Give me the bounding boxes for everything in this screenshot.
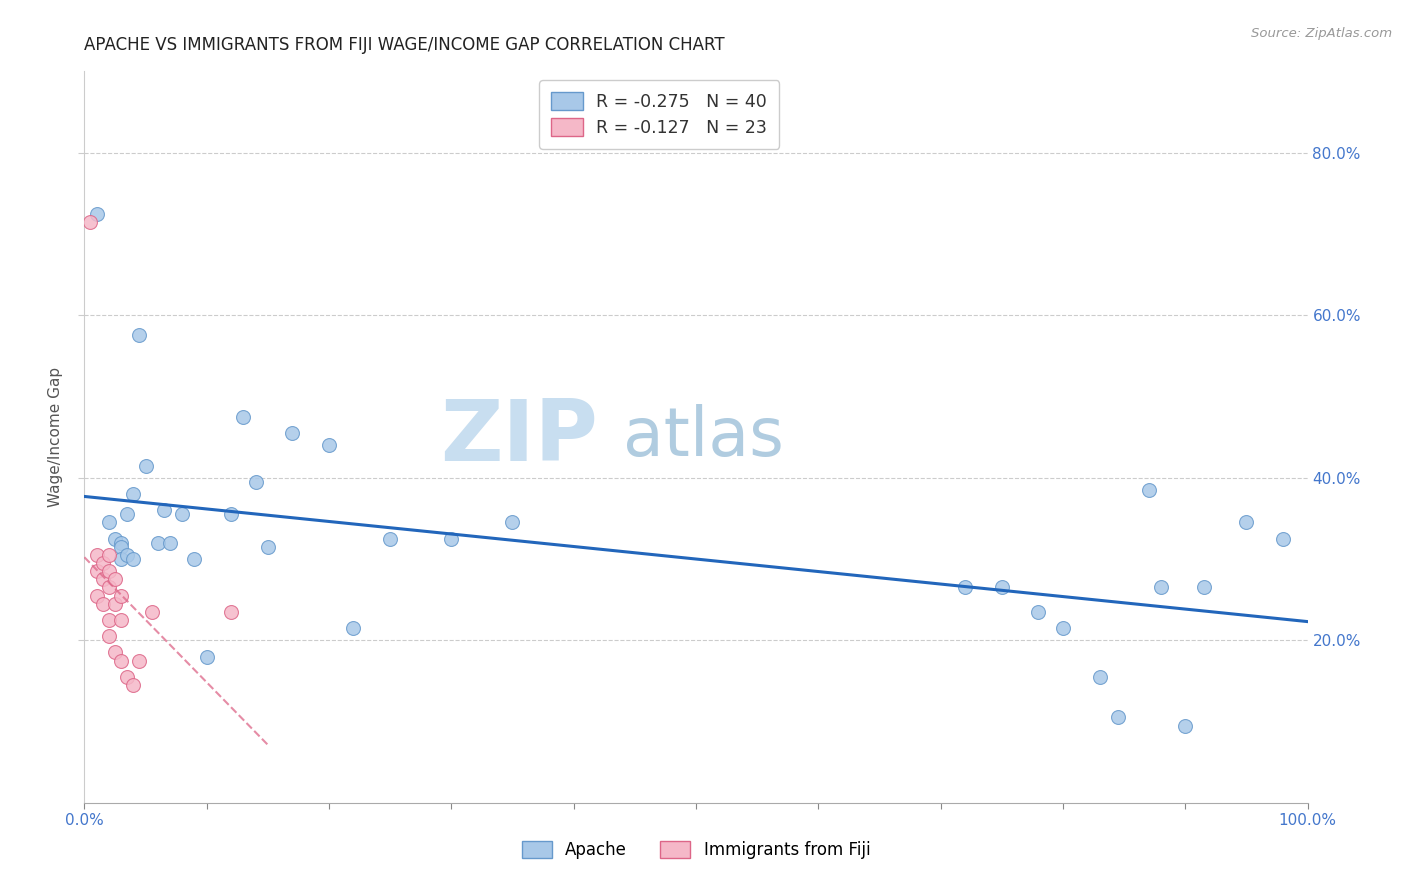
Point: [110, 535, 132, 549]
Point: [1150, 581, 1173, 595]
Point: [1236, 516, 1258, 530]
Point: [953, 581, 976, 595]
Point: [1192, 581, 1215, 595]
Point: [115, 508, 138, 522]
Point: [172, 508, 194, 522]
Point: [86, 589, 108, 603]
Y-axis label: Wage/Income Gap: Wage/Income Gap: [48, 367, 63, 508]
Text: APACHE VS IMMIGRANTS FROM FIJI WAGE/INCOME GAP CORRELATION CHART: APACHE VS IMMIGRANTS FROM FIJI WAGE/INCO…: [84, 36, 725, 54]
Point: [97, 548, 120, 562]
Point: [1107, 710, 1129, 724]
Point: [115, 548, 138, 562]
Point: [135, 458, 157, 473]
Point: [86, 548, 108, 562]
Point: [1052, 621, 1074, 635]
Point: [219, 605, 242, 619]
Legend: Apache, Immigrants from Fiji: Apache, Immigrants from Fiji: [513, 833, 879, 868]
Point: [122, 487, 145, 501]
Point: [86, 206, 108, 220]
Point: [195, 649, 218, 664]
Point: [1028, 605, 1050, 619]
Point: [342, 621, 364, 635]
Point: [91, 572, 114, 586]
Point: [110, 589, 132, 603]
Point: [110, 654, 132, 668]
Point: [104, 572, 127, 586]
Point: [219, 508, 242, 522]
Point: [1088, 670, 1111, 684]
Point: [183, 552, 205, 566]
Point: [97, 629, 120, 643]
Point: [115, 670, 138, 684]
Point: [97, 581, 120, 595]
Point: [141, 605, 163, 619]
Point: [245, 475, 267, 489]
Text: Source: ZipAtlas.com: Source: ZipAtlas.com: [1251, 27, 1392, 40]
Point: [380, 532, 402, 546]
Point: [128, 654, 150, 668]
Point: [1272, 532, 1295, 546]
Point: [122, 552, 145, 566]
Point: [232, 409, 254, 424]
Point: [86, 564, 108, 578]
Point: [122, 678, 145, 692]
Point: [97, 516, 120, 530]
Point: [128, 328, 150, 343]
Point: [79, 215, 101, 229]
Point: [318, 438, 340, 452]
Point: [281, 425, 304, 440]
Point: [502, 516, 524, 530]
Point: [1137, 483, 1160, 497]
Point: [257, 540, 280, 554]
Point: [991, 581, 1014, 595]
Text: atlas: atlas: [623, 404, 783, 470]
Point: [91, 597, 114, 611]
Point: [159, 535, 181, 549]
Point: [110, 613, 132, 627]
Point: [153, 503, 176, 517]
Point: [104, 645, 127, 659]
Point: [97, 613, 120, 627]
Point: [104, 597, 127, 611]
Point: [440, 532, 463, 546]
Point: [110, 540, 132, 554]
Point: [110, 552, 132, 566]
Point: [104, 532, 127, 546]
Text: ZIP: ZIP: [440, 395, 598, 479]
Point: [146, 535, 169, 549]
Point: [91, 556, 114, 570]
Point: [1174, 718, 1197, 732]
Point: [97, 564, 120, 578]
